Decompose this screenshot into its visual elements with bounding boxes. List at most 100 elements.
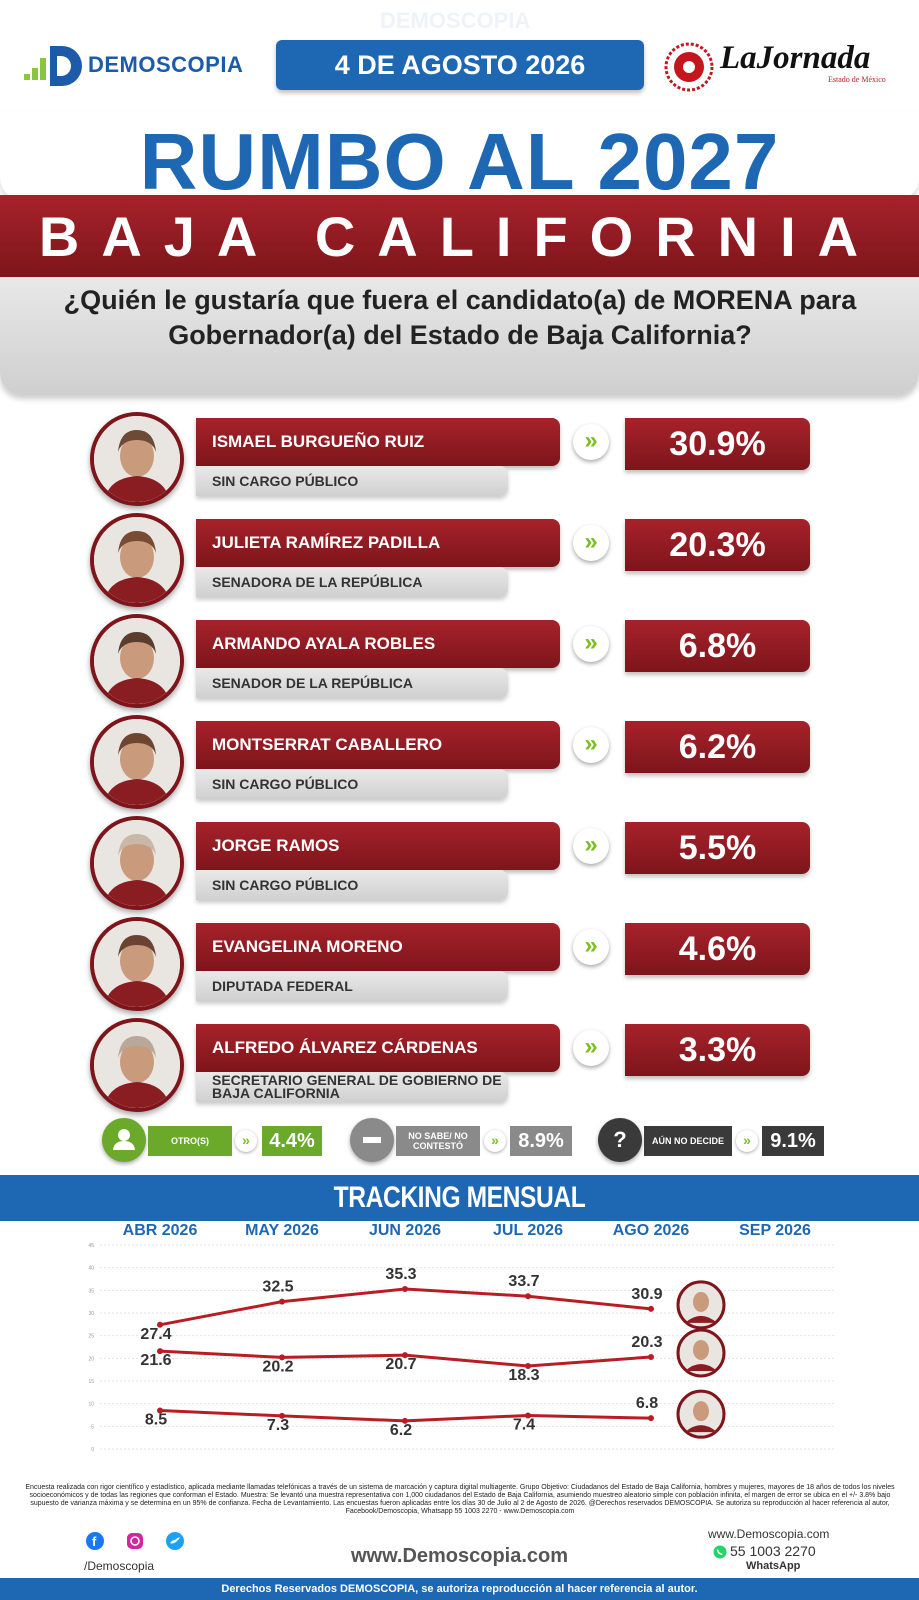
svg-text:f: f xyxy=(92,1534,97,1549)
candidate-name: ARMANDO AYALA ROBLES xyxy=(196,620,560,668)
partner-logo: LaJornada xyxy=(720,40,871,76)
candidate-percentage: 6.8% xyxy=(625,620,810,672)
candidate-photo xyxy=(90,513,184,607)
tracking-chart: ABR 2026 MAY 2026 JUN 2026 JUL 2026 AGO 2026… xyxy=(88,1222,835,1453)
other-option-label: OTRO(S) xyxy=(148,1126,232,1156)
data-point xyxy=(279,1354,285,1361)
other-option-label: AÚN NO DECIDE xyxy=(644,1126,732,1156)
survey-question: ¿Quién le gustaría que fuera el candidat… xyxy=(63,285,857,350)
data-point xyxy=(402,1417,408,1424)
data-label: 7.3 xyxy=(267,1417,289,1434)
instagram-icon[interactable] xyxy=(127,1533,143,1549)
x-tick-label: ABR 2026 xyxy=(123,1222,198,1239)
data-label: 27.4 xyxy=(140,1326,171,1343)
data-label: 20.3 xyxy=(631,1334,662,1351)
page-title: RUMBO AL 2027 xyxy=(139,117,780,206)
data-point xyxy=(525,1293,531,1300)
candidate-percentage: 4.6% xyxy=(625,923,810,975)
sun-seal-icon xyxy=(664,42,714,92)
website-link[interactable]: www.Demoscopia.com xyxy=(350,1545,569,1567)
twitter-icon[interactable] xyxy=(166,1532,184,1550)
data-point xyxy=(157,1321,163,1328)
website-small[interactable]: www.Demoscopia.com xyxy=(708,1527,830,1541)
methodology-note: Encuesta realizada con rigor científico … xyxy=(25,1484,895,1515)
candidate-photo xyxy=(90,614,184,708)
series-avatar xyxy=(676,1328,726,1378)
user-icon xyxy=(102,1118,146,1162)
minus-icon xyxy=(350,1118,394,1162)
data-point xyxy=(402,1285,408,1292)
data-label: 33.7 xyxy=(508,1273,539,1290)
candidate-photo xyxy=(90,917,184,1011)
series-line xyxy=(159,1287,652,1327)
y-tick-label: 15 xyxy=(88,1379,94,1385)
y-tick-label: 5 xyxy=(91,1424,94,1430)
data-point xyxy=(157,1348,163,1355)
candidate-row: JULIETA RAMÍREZ PADILLA SENADORA DE LA RE… xyxy=(0,513,919,611)
x-tick-label: JUL 2026 xyxy=(493,1222,563,1239)
data-label: 30.9 xyxy=(631,1286,662,1303)
candidate-name: ISMAEL BURGUEÑO RUIZ xyxy=(196,418,560,466)
x-tick-label: MAY 2026 xyxy=(245,1222,319,1239)
question-panel xyxy=(0,277,919,395)
candidate-percentage: 6.2% xyxy=(625,721,810,773)
candidate-role: DIPUTADA FEDERAL xyxy=(196,971,508,1001)
candidate-name: ALFREDO ÁLVAREZ CÁRDENAS xyxy=(196,1024,560,1072)
data-point xyxy=(157,1407,163,1414)
candidate-name: EVANGELINA MORENO xyxy=(196,923,560,971)
y-tick-label: 40 xyxy=(88,1266,94,1272)
candidate-photo xyxy=(90,1018,184,1112)
y-tick-label: 25 xyxy=(88,1334,94,1340)
candidate-row: JORGE RAMOS SIN CARGO PÚBLICO » 5.5% xyxy=(0,816,919,914)
whatsapp-icon xyxy=(713,1545,727,1559)
data-point xyxy=(279,1298,285,1305)
tracking-title: TRACKING MENSUAL xyxy=(333,1181,586,1214)
candidate-role: SENADOR DE LA REPÚBLICA xyxy=(196,668,508,698)
double-chevron-icon: » xyxy=(573,929,609,965)
title-panel xyxy=(0,112,919,200)
double-chevron-icon: » xyxy=(484,1130,506,1152)
data-point xyxy=(525,1363,531,1370)
candidate-name: JORGE RAMOS xyxy=(196,822,560,870)
data-label: 35.3 xyxy=(385,1266,416,1283)
double-chevron-icon: » xyxy=(573,828,609,864)
x-tick-label: SEP 2026 xyxy=(739,1222,811,1239)
other-option-value: 8.9% xyxy=(510,1126,572,1156)
state-band xyxy=(0,195,919,277)
candidate-percentage: 30.9% xyxy=(625,418,810,470)
double-chevron-icon: » xyxy=(736,1130,758,1152)
candidate-percentage: 20.3% xyxy=(625,519,810,571)
candidate-role: SENADORA DE LA REPÚBLICA xyxy=(196,567,508,597)
other-option-label: NO SABE/ NO CONTESTÓ xyxy=(396,1126,480,1156)
double-chevron-icon: » xyxy=(573,424,609,460)
candidate-photo xyxy=(90,715,184,809)
series-avatar xyxy=(676,1280,726,1330)
double-chevron-icon: » xyxy=(573,525,609,561)
whatsapp-label: WhatsApp xyxy=(746,1560,801,1572)
candidate-row: MONTSERRAT CABALLERO SIN CARGO PÚBLICO » 6.… xyxy=(0,715,919,813)
candidate-percentage: 3.3% xyxy=(625,1024,810,1076)
candidate-photo xyxy=(90,412,184,506)
y-tick-label: 45 xyxy=(88,1243,94,1249)
candidate-row: ARMANDO AYALA ROBLES SENADOR DE LA REPÚBL… xyxy=(0,614,919,712)
data-label: 7.4 xyxy=(513,1416,535,1433)
candidate-row: ISMAEL BURGUEÑO RUIZ SIN CARGO PÚBLICO » 30… xyxy=(0,412,919,510)
double-chevron-icon: » xyxy=(573,626,609,662)
other-option-value: 4.4% xyxy=(262,1126,322,1156)
data-point xyxy=(648,1305,654,1312)
social-icons: f /Demoscopia xyxy=(84,1530,194,1573)
data-label: 20.2 xyxy=(262,1358,293,1375)
y-tick-label: 10 xyxy=(88,1402,94,1408)
candidate-percentage: 5.5% xyxy=(625,822,810,874)
rights-banner: Derechos Reservados DEMOSCOPIA, se autor… xyxy=(0,1578,919,1600)
demoscopia-logo-icon xyxy=(24,46,82,86)
facebook-icon[interactable]: f xyxy=(86,1532,104,1550)
candidate-name: JULIETA RAMÍREZ PADILLA xyxy=(196,519,560,567)
data-point xyxy=(402,1352,408,1359)
data-label: 8.5 xyxy=(145,1411,167,1428)
watermark: DEMOSCOPIA xyxy=(380,8,531,33)
phone-number: 55 1003 2270 xyxy=(730,1543,816,1559)
y-tick-label: 20 xyxy=(88,1356,94,1362)
x-tick-label: AGO 2026 xyxy=(613,1222,690,1239)
double-chevron-icon: » xyxy=(573,727,609,763)
